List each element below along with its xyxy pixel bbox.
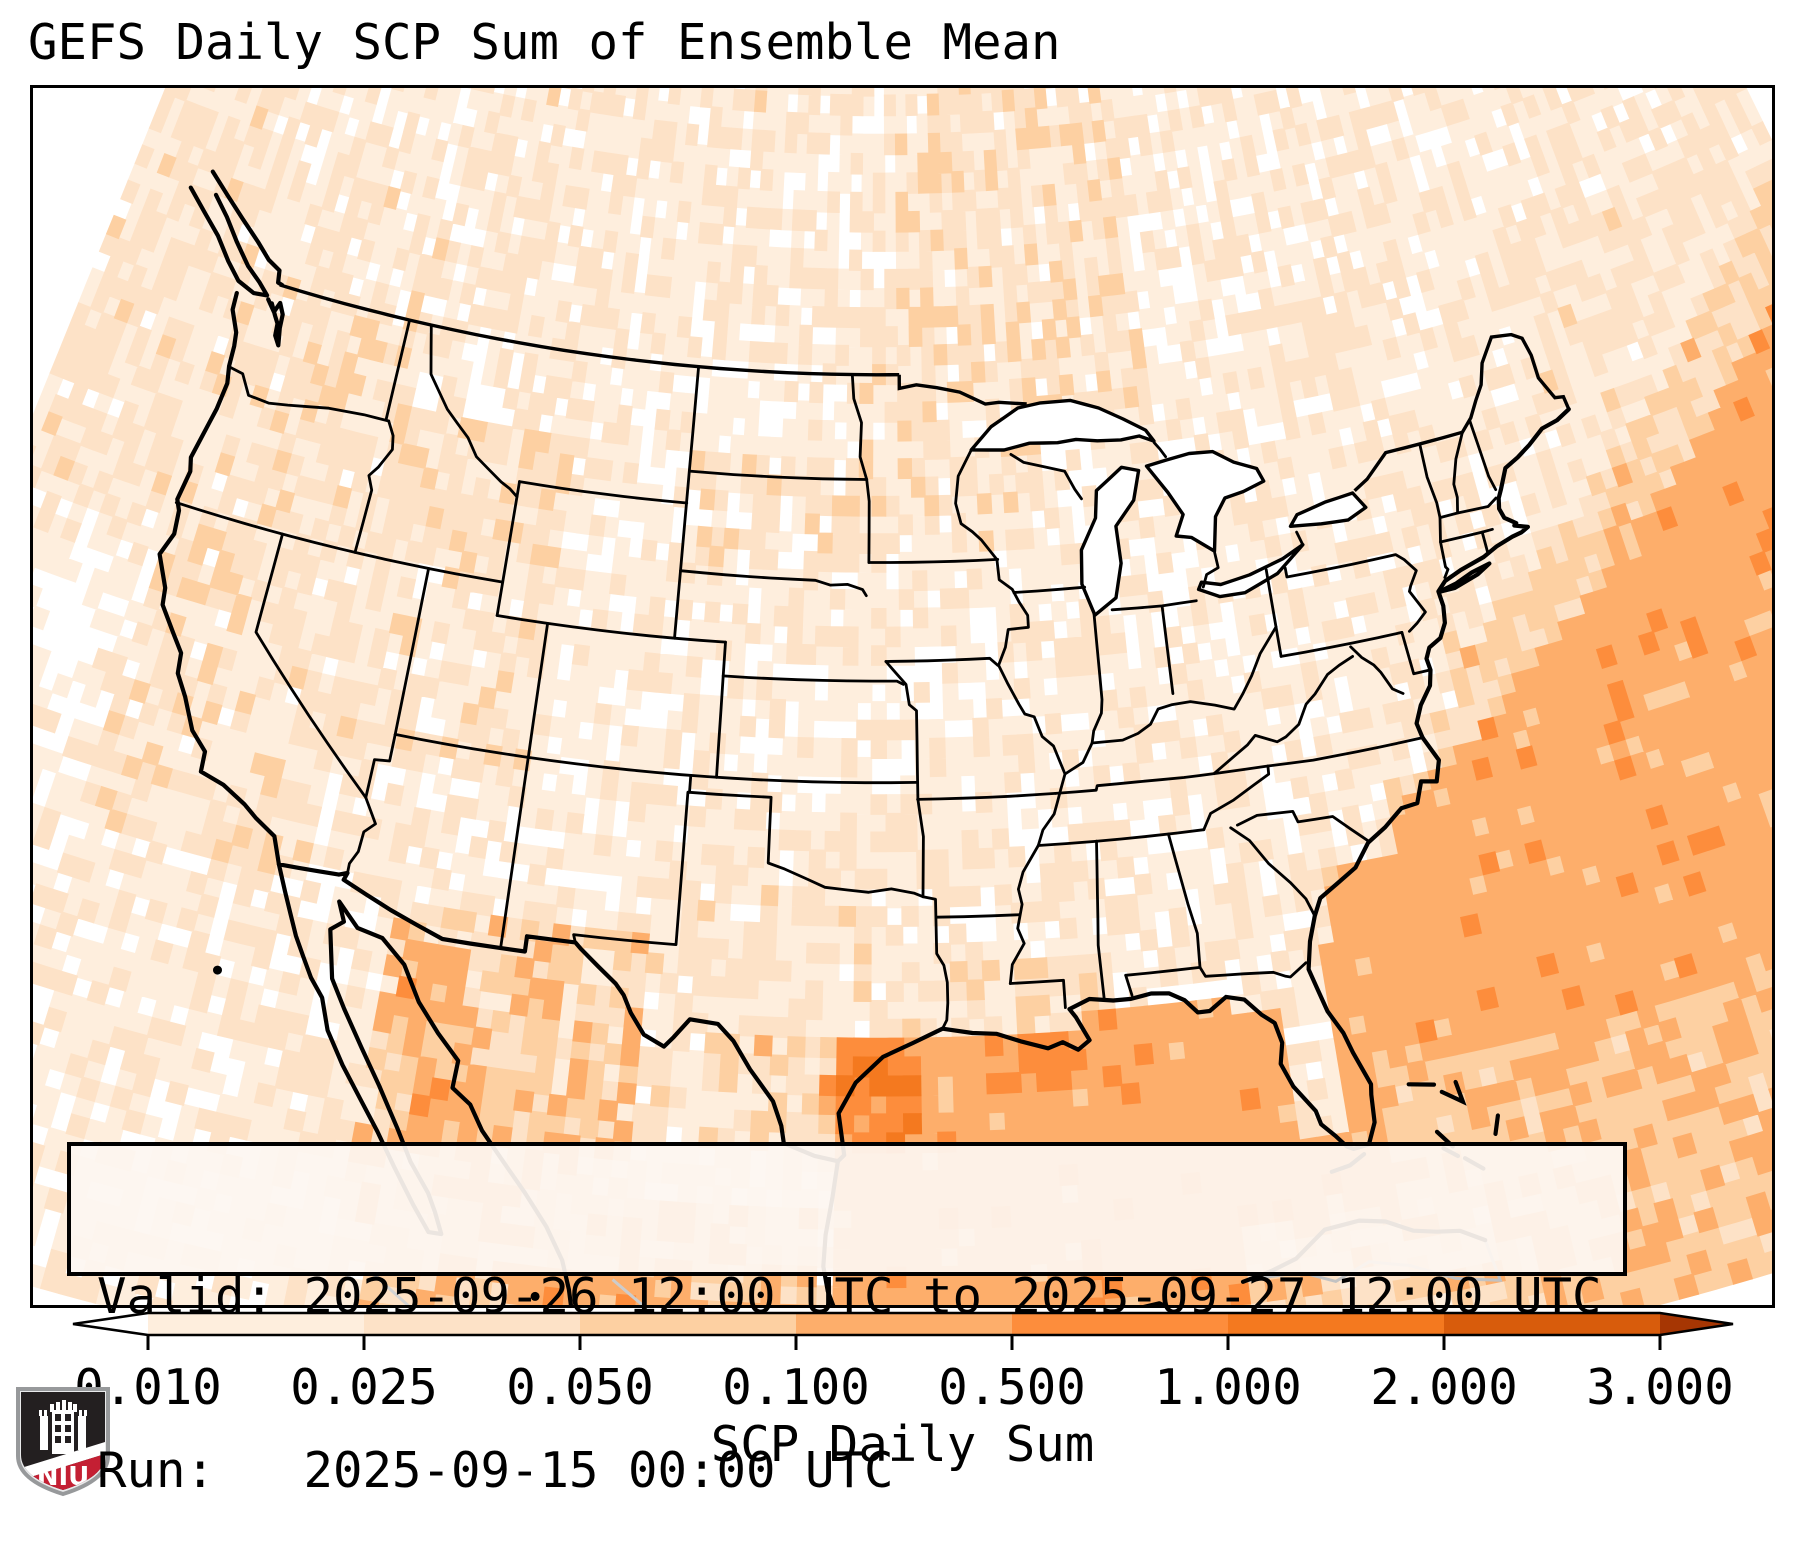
- colorbar-under-arrow: [73, 1313, 148, 1335]
- niu-logo: NIU: [16, 1387, 110, 1497]
- niu-castle-windows: [55, 1414, 71, 1443]
- niu-red-field: [21, 1454, 105, 1490]
- us-map-panel: [30, 85, 1775, 1308]
- colorbar-tick-label: 0.500: [938, 1359, 1086, 1416]
- valid-text: Valid: 2025-09-26 12:00 UTC to 2025-09-2…: [97, 1268, 1602, 1325]
- niu-swoosh: [21, 1442, 105, 1480]
- state-borders: [174, 283, 1571, 1031]
- colorbar-label: SCP Daily Sum: [710, 1416, 1095, 1473]
- colorbar-segment: [1012, 1313, 1229, 1335]
- map-frame: [30, 85, 1775, 1308]
- figure-title: GEFS Daily SCP Sum of Ensemble Mean: [28, 14, 1061, 71]
- colorbar-tick-label: 2.000: [1370, 1359, 1518, 1416]
- colorbar-tick-label: 1.000: [1154, 1359, 1302, 1416]
- scp-heatmap-cells: [30, 85, 1775, 1308]
- colorbar-over-arrow: [1660, 1313, 1733, 1335]
- colorbar-segment: [580, 1313, 797, 1335]
- colorbar-tick-label: 0.050: [506, 1359, 654, 1416]
- colorbar: 0.010 0.025 0.050 0.100 0.500 1.000 2.000 3.000: [72, 1311, 1734, 1416]
- run-text: Run: 2025-09-15 00:00 UTC: [97, 1442, 894, 1499]
- great-lakes: [969, 398, 1368, 617]
- colorbar-segment: [148, 1313, 365, 1335]
- colorbar-segment: [364, 1313, 581, 1335]
- info-box: Valid: 2025-09-26 12:00 UTC to 2025-09-2…: [67, 1142, 1627, 1499]
- colorbar-tick-label: 3.000: [1586, 1359, 1734, 1416]
- colorbar-tick-label: 0.025: [290, 1359, 438, 1416]
- colorbar-segment: [1228, 1313, 1445, 1335]
- colorbar-tick-label: 0.100: [722, 1359, 870, 1416]
- colorbar-segment: [796, 1313, 1013, 1335]
- colorbar-segment: [1444, 1313, 1661, 1335]
- figure-page: { "title": "GEFS Daily SCP Sum of Ensemb…: [16, 14, 1775, 1499]
